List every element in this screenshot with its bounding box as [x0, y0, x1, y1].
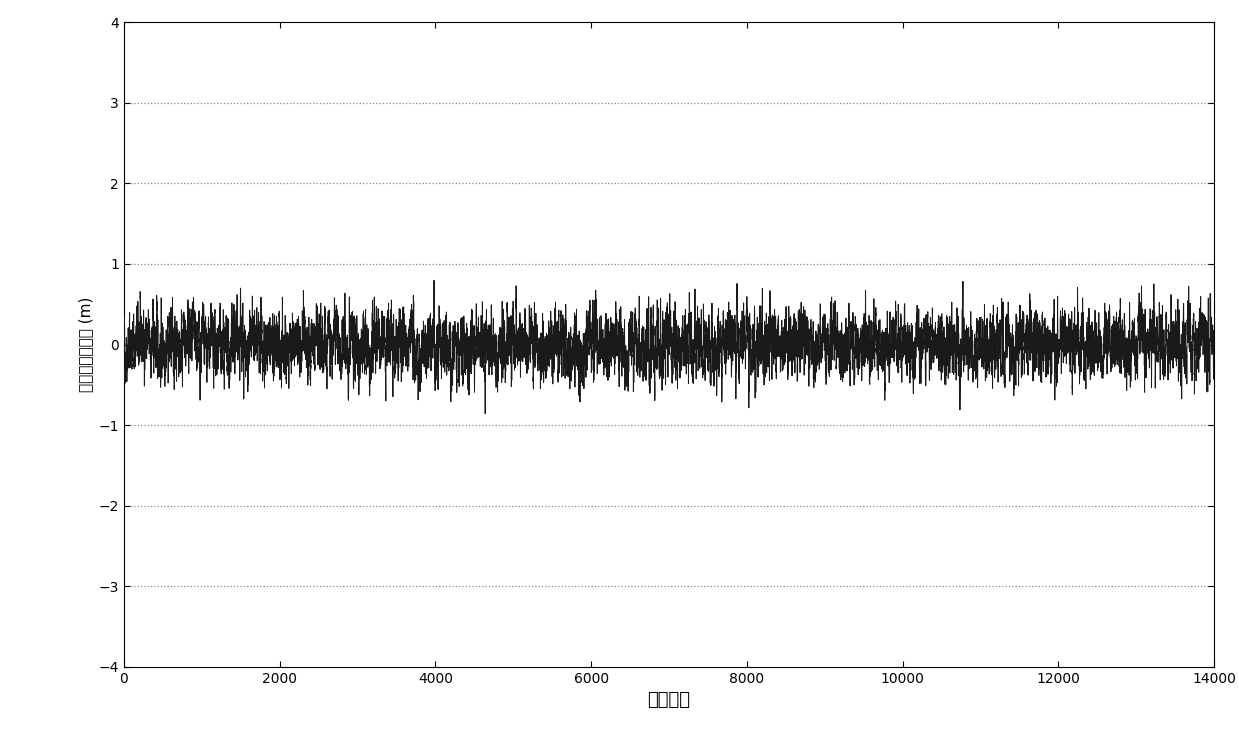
Y-axis label: 与原始伪距差分 (m): 与原始伪距差分 (m)	[78, 297, 93, 392]
X-axis label: 历元个数: 历元个数	[648, 691, 690, 709]
